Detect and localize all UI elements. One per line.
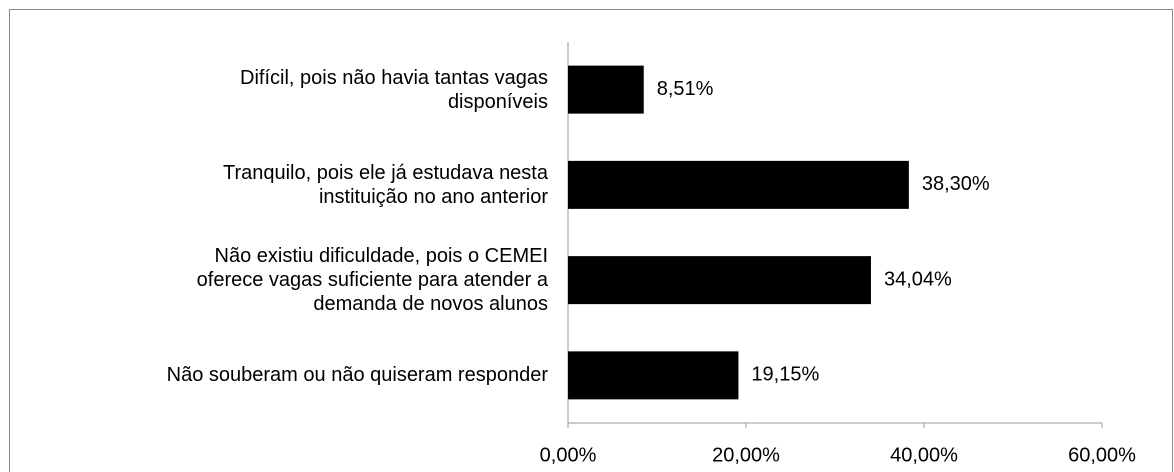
x-tick-label: 40,00% <box>890 444 958 466</box>
y-tick-label: Tranquilo, pois ele já estudava nesta in… <box>222 161 548 208</box>
y-tick-label: Não existiu dificuldade, pois o CEMEI of… <box>196 245 548 316</box>
data-label: 38,30% <box>922 173 990 195</box>
bar <box>568 256 871 305</box>
x-tick-label: 0,00% <box>540 444 597 466</box>
bar <box>568 351 739 400</box>
y-tick-label: Não souberam ou não quiseram responder <box>166 364 548 387</box>
x-tick-label: 60,00% <box>1068 444 1136 466</box>
data-label: 34,04% <box>884 268 952 290</box>
data-label: 8,51% <box>657 78 714 100</box>
bar <box>568 65 644 114</box>
y-tick-label: Difícil, pois não havia tantas vagas dis… <box>240 66 548 113</box>
x-tick-label: 20,00% <box>712 444 780 466</box>
data-label: 19,15% <box>751 364 819 386</box>
bar <box>568 160 909 209</box>
chart-border <box>9 9 1173 472</box>
